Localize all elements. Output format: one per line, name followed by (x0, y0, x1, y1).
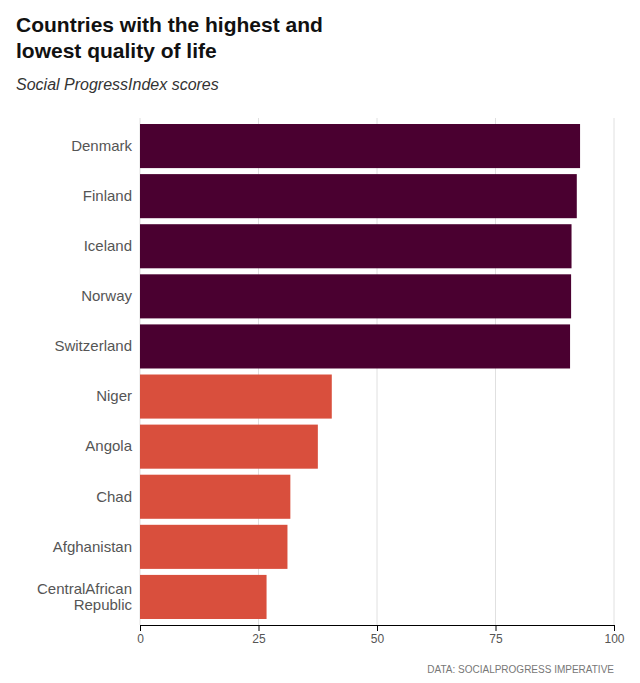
plot: 0 25 50 75 100 Denmark Finland Iceland Norway Swi… (37, 118, 625, 646)
y-tick-label: Afghanistan (53, 538, 132, 555)
x-tick: 100 (604, 625, 624, 646)
y-tick-label: Norway (81, 287, 132, 304)
bar (140, 425, 318, 469)
bar (140, 575, 267, 619)
x-tick-label: 25 (252, 632, 266, 646)
y-tick-label: Denmark (71, 137, 132, 154)
y-tick-label-line: Norway (81, 287, 132, 304)
x-tick-label: 100 (604, 632, 624, 646)
y-tick: Switzerland (54, 337, 132, 354)
y-tick: Niger (96, 387, 132, 404)
y-tick: Norway (81, 287, 132, 304)
bar (140, 525, 287, 569)
y-tick-label-line: Chad (96, 488, 132, 505)
title: Countries with the highest and lowest qua… (16, 13, 323, 62)
chart: Countries with the highest and lowest qua… (0, 0, 640, 683)
x-tick: 0 (137, 625, 144, 646)
y-tick: Afghanistan (53, 538, 132, 555)
y-tick-label: CentralAfricanRepublic (37, 579, 133, 613)
bar (140, 375, 332, 419)
bar (140, 274, 571, 318)
x-tick-label: 75 (489, 632, 503, 646)
y-tick-label-line: Republic (74, 596, 133, 613)
y-axis: Denmark Finland Iceland Norway Switzerland Ni… (37, 137, 133, 613)
bar (140, 224, 572, 268)
x-tick: 25 (252, 625, 266, 646)
bar (140, 174, 577, 218)
x-tick: 75 (489, 625, 503, 646)
x-tick-mark (614, 625, 615, 631)
x-tick-mark (377, 625, 378, 631)
y-tick-label-line: Denmark (71, 137, 132, 154)
y-tick: Finland (83, 187, 132, 204)
y-tick-label-line: Switzerland (54, 337, 132, 354)
bars (140, 124, 580, 619)
y-tick-label-line: Finland (83, 187, 132, 204)
x-tick-mark (259, 625, 260, 631)
grid (140, 118, 614, 625)
bar (140, 124, 580, 168)
x-axis-line (141, 626, 615, 632)
bar (140, 324, 570, 368)
y-tick: CentralAfricanRepublic (37, 579, 133, 613)
subtitle: Social Progress​Index scores (16, 76, 219, 93)
y-tick-label: Iceland (84, 237, 132, 254)
x-tick-label: 50 (371, 632, 385, 646)
y-tick-label: Finland (83, 187, 132, 204)
y-tick-label: Chad (96, 488, 132, 505)
title-line: lowest quality of life (16, 39, 217, 62)
y-tick-label: Switzerland (54, 337, 132, 354)
bar (140, 475, 290, 519)
grid-line (614, 118, 615, 625)
y-tick-label-line: CentralAfrican (37, 579, 132, 596)
y-tick-label-line: Niger (96, 387, 132, 404)
y-tick: Denmark (71, 137, 132, 154)
y-tick: Angola (85, 437, 132, 454)
x-axis: 0 25 50 75 100 (137, 625, 625, 646)
y-tick: Iceland (84, 237, 132, 254)
x-tick-mark (496, 625, 497, 631)
y-tick: Chad (96, 488, 132, 505)
x-tick-label: 0 (137, 632, 144, 646)
y-tick-label-line: Afghanistan (53, 538, 132, 555)
title-line: Countries with the highest and (16, 13, 323, 36)
y-tick-label-line: Iceland (84, 237, 132, 254)
y-tick-label: Angola (85, 437, 132, 454)
y-tick-label-line: Angola (85, 437, 132, 454)
y-tick-label: Niger (96, 387, 132, 404)
source: DATA: SOCIALPROGRESS IMPERATIVE (427, 664, 614, 675)
x-tick: 50 (371, 625, 385, 646)
x-tick-mark (140, 625, 141, 631)
